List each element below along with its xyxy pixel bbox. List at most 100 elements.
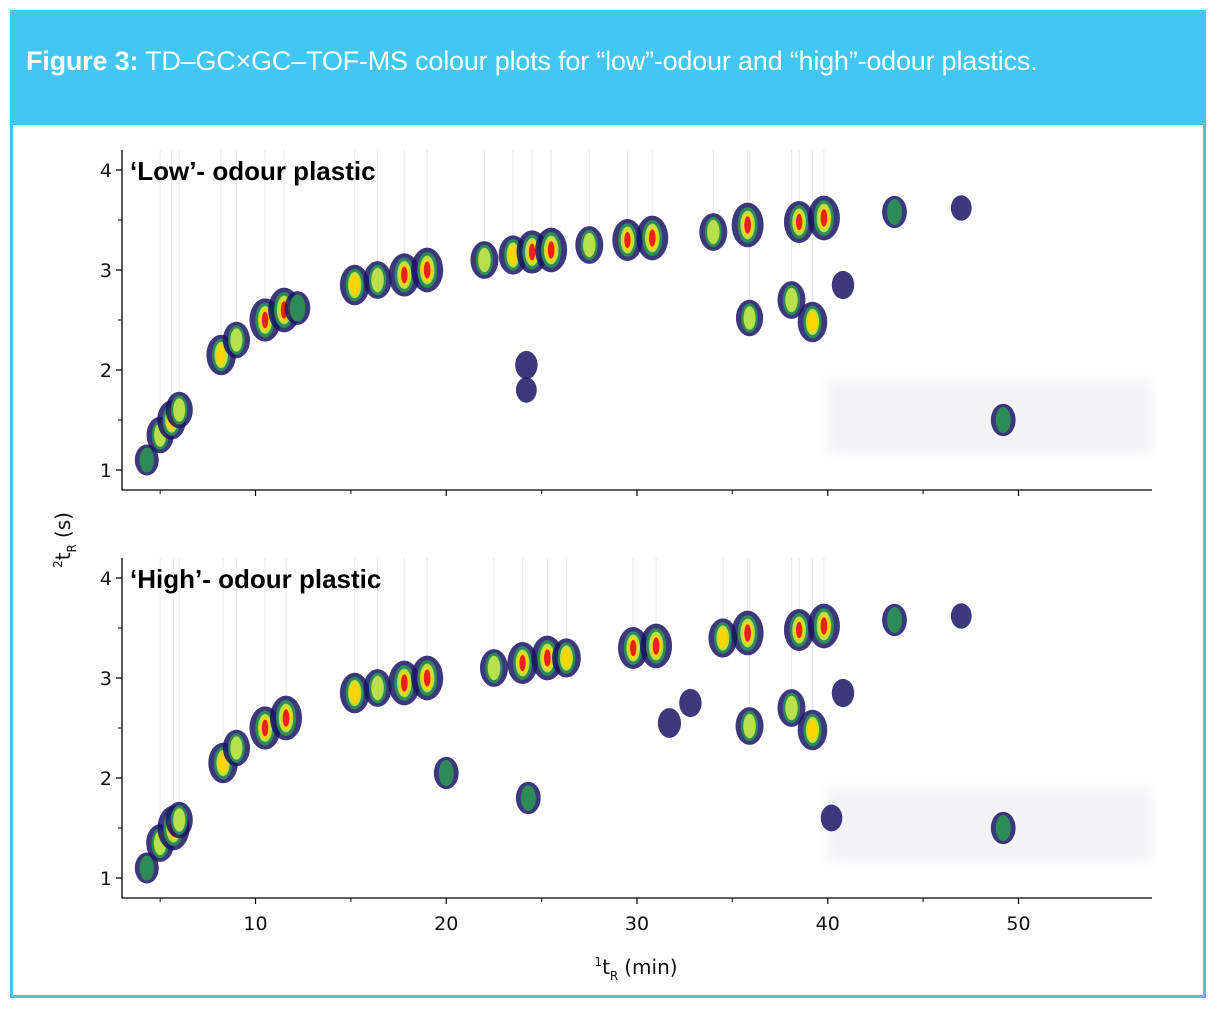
peak	[731, 202, 764, 248]
peak-core-yellow	[508, 244, 518, 266]
peak	[284, 291, 311, 325]
figure-header: Figure 3: TD–GC×GC–TOF-MS colour plots f…	[10, 10, 1206, 125]
peak	[515, 350, 538, 380]
peak	[339, 672, 370, 714]
peak-core-green	[520, 784, 536, 812]
peak-core-yellow	[807, 719, 818, 741]
peak-core-red	[400, 674, 408, 692]
peak	[433, 756, 459, 790]
x-tick-label: 30	[625, 913, 649, 935]
peak	[617, 627, 649, 669]
peak-core-red	[624, 231, 631, 249]
peak-core-lime	[743, 713, 756, 739]
peak	[222, 729, 251, 767]
axes: 1 2 3 4 10 20 30 40 50	[100, 558, 1152, 935]
peak	[222, 321, 251, 359]
peak-core-red	[820, 617, 828, 635]
peak-core-green	[887, 198, 902, 226]
peak-core-lime	[583, 232, 596, 258]
peak	[950, 195, 972, 221]
peak	[807, 195, 840, 241]
panel-title: ‘Low’- odour plastic	[130, 156, 376, 186]
peak-core-red	[543, 649, 551, 667]
peak-core-red	[795, 621, 803, 639]
peak-core-red	[423, 261, 431, 279]
peak	[731, 610, 764, 656]
peak-core-red	[648, 229, 656, 247]
chart-panel-low-odour: 1 2 3 4 ‘Low’- odour plastic	[100, 150, 1152, 496]
peak-core-red	[744, 216, 751, 234]
peak	[990, 811, 1016, 845]
peak-core-lime	[230, 328, 243, 352]
peak-core-red	[528, 243, 536, 261]
peak-core-red	[744, 624, 751, 642]
peak	[411, 247, 444, 293]
peak-core-green	[995, 814, 1011, 842]
peak-halo	[515, 377, 537, 403]
y-tick-label: 3	[100, 668, 112, 690]
peak-core-green	[139, 855, 154, 881]
figure-caption-text: TD–GC×GC–TOF-MS colour plots for “low”-o…	[145, 46, 1038, 76]
y-tick-label: 2	[100, 768, 112, 790]
x-tick-label: 10	[243, 913, 267, 935]
peak-core-lime	[785, 287, 798, 313]
peak-core-red	[820, 209, 828, 227]
peak	[165, 801, 193, 839]
x-tick-label: 20	[434, 913, 458, 935]
peak	[134, 444, 159, 476]
peak-core-green	[139, 447, 154, 473]
peak	[708, 618, 738, 658]
peak-core-red	[261, 719, 269, 737]
peak-core-red	[652, 637, 660, 655]
peak	[657, 708, 682, 738]
peak	[507, 642, 538, 684]
peak	[479, 649, 508, 687]
peaks	[134, 195, 1016, 476]
peak-halo	[950, 195, 972, 221]
peak	[636, 215, 669, 261]
x-axis-title: 1tR (min)	[594, 955, 677, 983]
peak-core-yellow	[349, 682, 360, 704]
axes: 1 2 3 4	[100, 150, 1152, 496]
peak-core-lime	[785, 695, 798, 721]
peak	[777, 689, 806, 727]
peak	[735, 299, 764, 337]
peak	[990, 403, 1016, 437]
peak-core-lime	[173, 398, 186, 422]
peak-core-green	[438, 759, 454, 787]
peak-core-yellow	[561, 647, 572, 669]
peak-core-green	[887, 606, 902, 634]
peak	[575, 226, 604, 264]
peak-core-yellow	[807, 311, 818, 333]
peak-core-red	[423, 669, 431, 687]
peak	[807, 603, 840, 649]
peak-core-lime	[173, 808, 186, 832]
peak-halo	[820, 804, 843, 832]
y-tick-label: 1	[100, 460, 112, 482]
peak	[363, 261, 392, 299]
panel-title: ‘High’- odour plastic	[130, 564, 381, 594]
peak-core-red	[630, 639, 637, 657]
peak-halo	[515, 350, 538, 380]
peak-core-lime	[707, 219, 720, 245]
peak	[797, 301, 828, 343]
peak-core-red	[282, 709, 290, 727]
peak-halo	[950, 603, 972, 629]
peak	[535, 227, 568, 273]
peak-core-red	[519, 654, 526, 672]
peak	[950, 603, 972, 629]
peak	[831, 678, 855, 708]
figure-label: Figure 3:	[26, 46, 139, 76]
peak	[552, 638, 581, 678]
peak	[363, 669, 392, 707]
peak-core-red	[547, 241, 555, 259]
peak	[165, 391, 193, 429]
peak	[831, 270, 855, 300]
x-tick-label: 40	[816, 913, 840, 935]
peak	[134, 852, 159, 884]
y-tick-label: 4	[100, 160, 112, 182]
y-tick-label: 3	[100, 260, 112, 282]
peak	[612, 219, 643, 261]
peak	[882, 195, 907, 229]
